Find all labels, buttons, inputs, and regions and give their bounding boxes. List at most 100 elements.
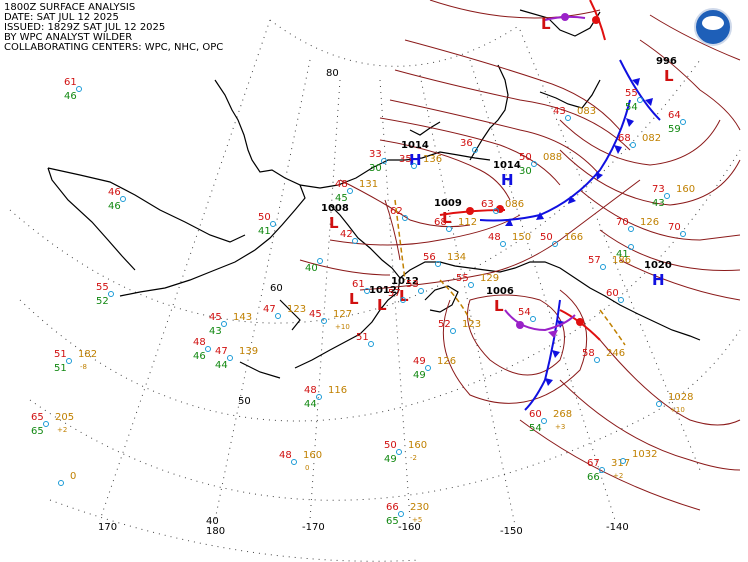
pressure-value: 083 (577, 106, 597, 117)
pressure-value: 139 (239, 346, 259, 357)
high-symbol: H (652, 271, 665, 289)
pressure-value: 150 (512, 232, 532, 243)
station-circle-icon (472, 147, 478, 153)
pressure-value: 160 (408, 440, 428, 451)
temperature-value: 57 (388, 288, 401, 299)
pressure-value: 186 (612, 255, 632, 266)
temperature-value: 50 (258, 212, 271, 223)
dewpoint-value: 66 (587, 472, 600, 483)
temperature-value: 73 (652, 184, 665, 195)
station-circle-icon (321, 318, 327, 324)
dewpoint-value: 49 (413, 370, 426, 381)
pressure-value: 126 (640, 217, 660, 228)
lat-50-label: 50 (238, 396, 251, 407)
station-circle-icon (108, 291, 114, 297)
temperature-value: 45 (209, 312, 222, 323)
pressure-value: 1006 (486, 286, 514, 297)
troughs (394, 199, 626, 346)
lat-60-label: 60 (270, 283, 283, 294)
temperature-value: 51 (356, 332, 369, 343)
station-circle-icon (43, 421, 49, 427)
dewpoint-value: 44 (304, 399, 317, 410)
station-circle-icon (270, 221, 276, 227)
pressure-value: 136 (423, 154, 443, 165)
temperature-value: 58 (582, 348, 595, 359)
low-symbol: L (494, 297, 504, 315)
temperature-value: 70 (668, 222, 681, 233)
pressure-value: 230 (410, 502, 430, 513)
pressure-value: 160 (303, 450, 323, 461)
header-issued: ISSUED: 1829Z SAT JUL 12 2025 (4, 22, 166, 33)
temperature-value: 65 (31, 412, 44, 423)
station-circle-icon (381, 158, 387, 164)
station-circle-icon (628, 226, 634, 232)
dewpoint-value: 51 (54, 363, 67, 374)
station-circle-icon (620, 458, 626, 464)
latitude-lines (9, 19, 741, 562)
temperature-value: 36 (460, 138, 473, 149)
pressure-value: 131 (359, 179, 379, 190)
station-circle-icon (317, 258, 323, 264)
dewpoint-value: 46 (108, 201, 121, 212)
station-circle-icon (418, 288, 424, 294)
pressure-tendency: -8 (80, 363, 87, 371)
temperature-value: 56 (423, 252, 436, 263)
lon-170-label: 170 (98, 522, 118, 533)
pressure-value: 268 (553, 409, 573, 420)
lon-160w-label: -160 (398, 522, 421, 533)
temperature-value: 51 (54, 349, 67, 360)
station-circle-icon (347, 188, 353, 194)
station-circle-icon (396, 449, 402, 455)
station-circle-icon (680, 231, 686, 237)
pressure-tendency: +5 (412, 516, 423, 524)
pressure-value: 116 (328, 385, 348, 396)
station-circle-icon (618, 297, 624, 303)
temperature-value: 61 (64, 77, 77, 88)
station-circle-icon (541, 418, 547, 424)
pressure-value: 1032 (632, 449, 658, 460)
station-circle-icon (531, 161, 537, 167)
station-circle-icon (368, 341, 374, 347)
longitude-lines (99, 19, 701, 526)
dewpoint-value: 59 (668, 124, 681, 135)
header-analyst: BY WPC ANALYST WILDER (4, 32, 133, 43)
lon-180-label: 180 (206, 526, 226, 537)
pressure-value: 1014 (401, 140, 429, 151)
lon-150w-label: -150 (500, 526, 523, 537)
dewpoint-value: 40 (305, 263, 318, 274)
temperature-value: 55 (625, 88, 638, 99)
temperature-value: 45 (309, 309, 322, 320)
station-circle-icon (630, 142, 636, 148)
dewpoint-value: 54 (529, 423, 542, 434)
station-circle-icon (637, 97, 643, 103)
station-circle-icon (680, 119, 686, 125)
pressure-value: 086 (505, 199, 525, 210)
temperature-value: 66 (386, 502, 399, 513)
temperature-value: 47 (263, 304, 276, 315)
pressure-tendency: 0 (305, 464, 310, 472)
temperature-value: 64 (668, 110, 681, 121)
station-circle-icon (205, 346, 211, 352)
dewpoint-value: 49 (384, 454, 397, 465)
pressure-value: 123 (287, 304, 307, 315)
low-symbol: L (442, 209, 452, 227)
dewpoint-value: 54 (625, 102, 638, 113)
high-symbol: H (501, 171, 514, 189)
pressure-value: 088 (543, 152, 563, 163)
dewpoint-value: 65 (386, 516, 399, 527)
station-circle-icon (664, 193, 670, 199)
low-symbol: L (399, 287, 409, 305)
station-circle-icon (291, 459, 297, 465)
station-circle-icon (398, 511, 404, 517)
pressure-value: 1009 (434, 198, 462, 209)
station-circle-icon (402, 215, 408, 221)
analysis-header: 1800Z SURFACE ANALYSIS DATE: SAT JUL 12 … (4, 3, 223, 53)
temperature-value: 62 (390, 206, 403, 217)
temperature-value: 54 (518, 307, 531, 318)
station-circle-icon (468, 282, 474, 288)
station-circle-icon (552, 241, 558, 247)
pressure-value: 127 (333, 309, 353, 320)
temperature-value: 46 (108, 187, 121, 198)
pressure-value: 1014 (493, 160, 521, 171)
station-circle-icon (364, 288, 370, 294)
